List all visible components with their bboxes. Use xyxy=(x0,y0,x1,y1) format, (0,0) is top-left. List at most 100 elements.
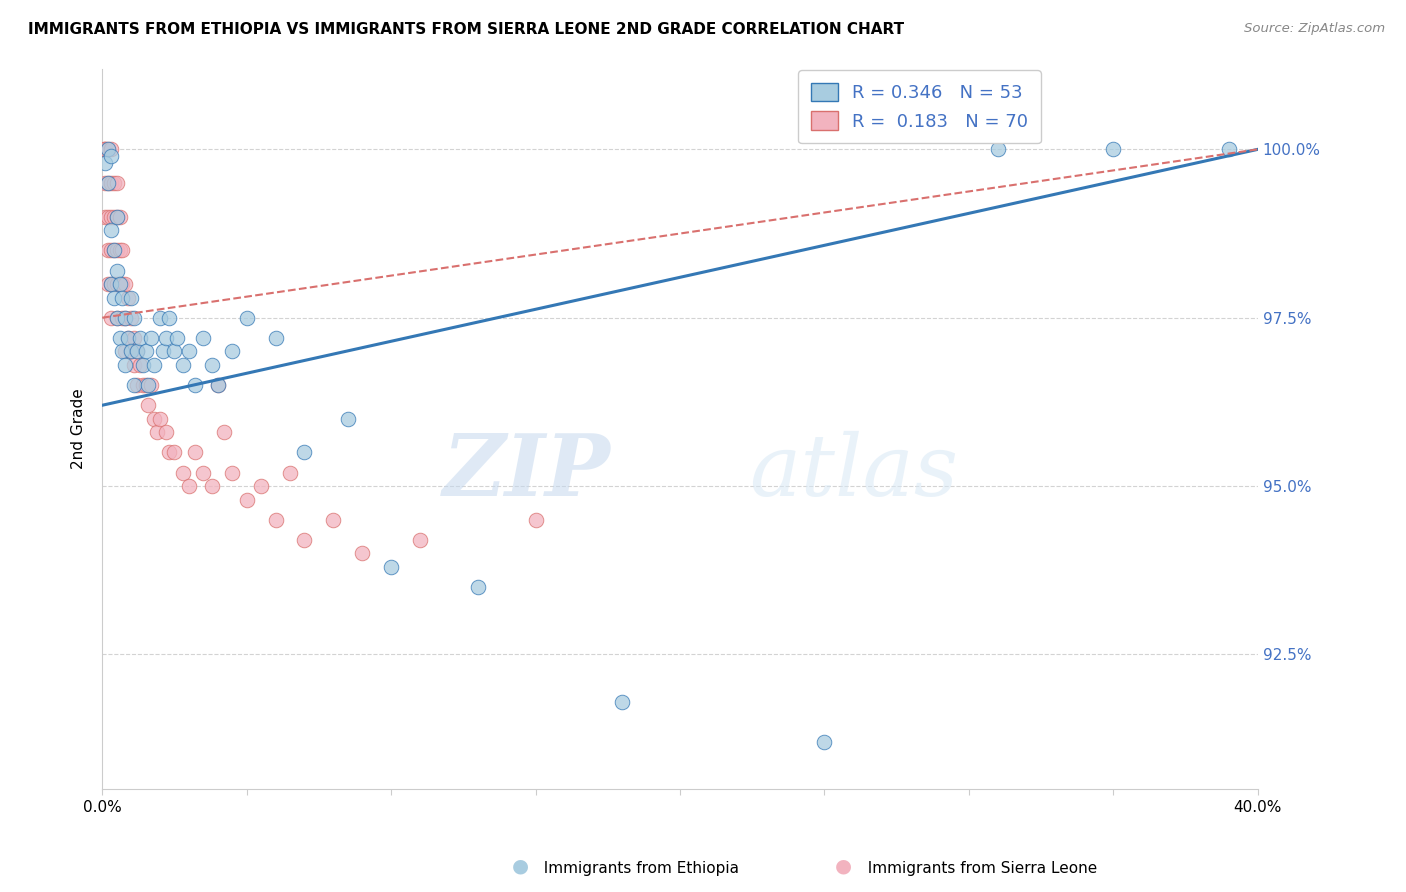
Point xyxy=(111,277,134,291)
Point xyxy=(813,735,835,749)
Point xyxy=(100,277,122,291)
Point xyxy=(103,210,125,224)
Point xyxy=(120,310,142,325)
Point xyxy=(138,378,160,392)
Point xyxy=(155,331,177,345)
Point xyxy=(94,142,117,156)
Point xyxy=(105,310,128,325)
Point xyxy=(141,378,163,392)
Point xyxy=(135,344,157,359)
Point xyxy=(100,277,122,291)
Point xyxy=(467,580,489,594)
Point xyxy=(100,223,122,237)
Point xyxy=(141,331,163,345)
Point xyxy=(122,310,145,325)
Point xyxy=(264,331,287,345)
Point xyxy=(120,344,142,359)
Point xyxy=(97,210,120,224)
Point xyxy=(122,331,145,345)
Point xyxy=(155,425,177,440)
Point xyxy=(114,344,136,359)
Point xyxy=(157,310,180,325)
Point xyxy=(207,378,229,392)
Point xyxy=(125,344,148,359)
Text: IMMIGRANTS FROM ETHIOPIA VS IMMIGRANTS FROM SIERRA LEONE 2ND GRADE CORRELATION C: IMMIGRANTS FROM ETHIOPIA VS IMMIGRANTS F… xyxy=(28,22,904,37)
Point xyxy=(157,445,180,459)
Point xyxy=(177,479,200,493)
Text: Immigrants from Ethiopia: Immigrants from Ethiopia xyxy=(534,861,740,876)
Point xyxy=(94,142,117,156)
Point xyxy=(97,277,120,291)
Point xyxy=(183,445,205,459)
Point xyxy=(264,513,287,527)
Point xyxy=(1218,142,1240,156)
Point xyxy=(105,210,128,224)
Point xyxy=(97,244,120,258)
Point xyxy=(105,263,128,277)
Point xyxy=(163,445,186,459)
Point xyxy=(122,358,145,372)
Point xyxy=(128,358,150,372)
Point xyxy=(111,244,134,258)
Point xyxy=(143,411,166,425)
Point xyxy=(235,492,257,507)
Point xyxy=(250,479,273,493)
Point xyxy=(114,277,136,291)
Point xyxy=(97,176,120,190)
Point xyxy=(212,425,235,440)
Point xyxy=(108,277,131,291)
Point xyxy=(93,142,115,156)
Point xyxy=(97,142,120,156)
Point xyxy=(352,546,374,560)
Point xyxy=(193,331,215,345)
Point xyxy=(183,378,205,392)
Point xyxy=(336,411,359,425)
Point xyxy=(114,358,136,372)
Point xyxy=(166,331,188,345)
Point xyxy=(131,378,153,392)
Text: ZIP: ZIP xyxy=(443,430,610,514)
Point xyxy=(987,142,1010,156)
Point xyxy=(278,466,301,480)
Point xyxy=(100,210,122,224)
Point xyxy=(94,156,117,170)
Point xyxy=(524,513,547,527)
Point xyxy=(177,344,200,359)
Text: ●: ● xyxy=(835,857,852,876)
Text: Source: ZipAtlas.com: Source: ZipAtlas.com xyxy=(1244,22,1385,36)
Point xyxy=(108,331,131,345)
Point xyxy=(172,466,194,480)
Point xyxy=(103,244,125,258)
Point xyxy=(120,291,142,305)
Point xyxy=(128,331,150,345)
Point xyxy=(111,291,134,305)
Text: atlas: atlas xyxy=(749,431,959,514)
Point xyxy=(235,310,257,325)
Point xyxy=(117,331,139,345)
Point xyxy=(100,244,122,258)
Point xyxy=(103,291,125,305)
Point xyxy=(114,310,136,325)
Point xyxy=(1102,142,1125,156)
Point xyxy=(138,398,160,412)
Point xyxy=(152,344,174,359)
Point xyxy=(146,425,169,440)
Point xyxy=(100,310,122,325)
Point xyxy=(149,411,172,425)
Point xyxy=(322,513,344,527)
Point xyxy=(149,310,172,325)
Point xyxy=(105,244,128,258)
Point xyxy=(97,176,120,190)
Point xyxy=(105,176,128,190)
Point xyxy=(221,344,243,359)
Point xyxy=(125,344,148,359)
Point xyxy=(201,479,224,493)
Point xyxy=(100,149,122,163)
Point xyxy=(108,244,131,258)
Y-axis label: 2nd Grade: 2nd Grade xyxy=(72,388,86,469)
Point xyxy=(111,344,134,359)
Point xyxy=(193,466,215,480)
Point xyxy=(103,277,125,291)
Point xyxy=(108,210,131,224)
Point xyxy=(111,310,134,325)
